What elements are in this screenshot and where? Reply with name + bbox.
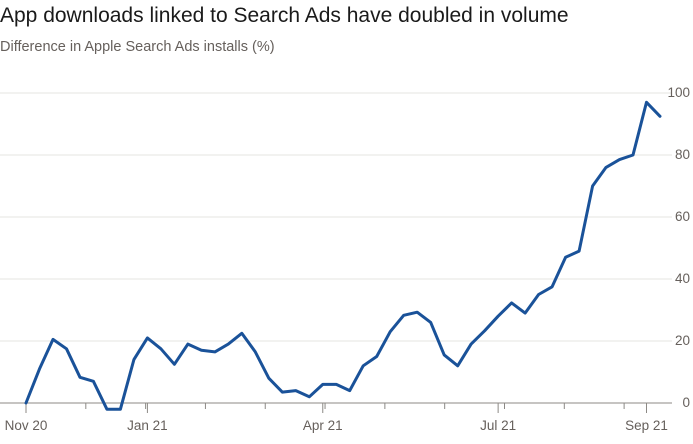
series-layer <box>24 100 662 411</box>
x-tick-label: Jul 21 <box>480 418 516 433</box>
y-tick-label-80: 80 <box>675 147 690 162</box>
y-tick-label-0: 0 <box>682 395 690 410</box>
series-line-0 <box>24 100 662 411</box>
x-tick-label: Sep 21 <box>625 418 668 433</box>
y-axis-tick-labels: 0 20 40 60 80 100 <box>667 85 690 410</box>
chart-title: App downloads linked to Search Ads have … <box>0 4 569 27</box>
y-tick-label-20: 20 <box>675 333 690 348</box>
x-tick-label: Nov 20 <box>5 418 48 433</box>
y-tick-label-40: 40 <box>675 271 690 286</box>
x-axis: Nov 20 Jan 21 Apr 21 Jul 21 Sep 21 <box>5 403 668 433</box>
chart-subtitle: Difference in Apple Search Ads installs … <box>0 39 275 55</box>
y-tick-label-60: 60 <box>675 209 690 224</box>
y-tick-label-100: 100 <box>667 85 690 100</box>
x-tick-label: Jan 21 <box>127 418 168 433</box>
gridlines <box>0 92 672 404</box>
x-tick-label: Apr 21 <box>303 418 343 433</box>
